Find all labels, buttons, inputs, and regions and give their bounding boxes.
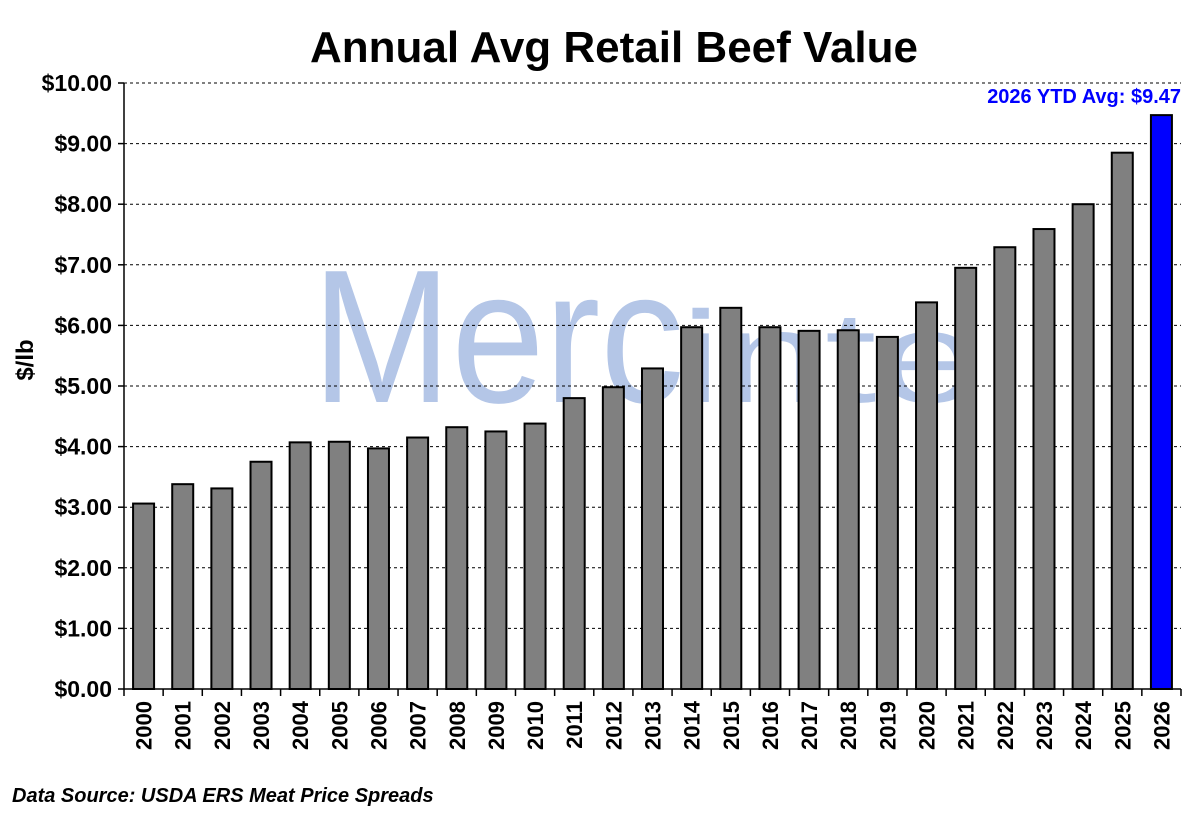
x-tick-label: 2018: [836, 701, 861, 750]
x-tick-label: 2014: [680, 700, 705, 750]
x-tick-label: 2011: [562, 701, 587, 749]
bar-2023: [1032, 228, 1056, 691]
y-tick-labels: $0.00 $1.00 $2.00 $3.00 $4.00 $5.00 $6.00 $7.00…: [42, 70, 112, 702]
y-tick-label: $7.00: [54, 252, 112, 278]
x-tick-label: 2006: [366, 701, 391, 750]
x-tick-label: 2008: [445, 701, 470, 750]
x-tick-label: 2010: [523, 701, 548, 750]
y-tick-label: $2.00: [54, 555, 112, 581]
bar-2026: [1149, 114, 1173, 691]
y-tick-label: $3.00: [54, 494, 112, 520]
x-tick-label: 2024: [1071, 700, 1096, 750]
x-tick-label: 2022: [993, 701, 1018, 750]
x-tick-label: 2025: [1110, 701, 1135, 750]
x-tick-label: 2000: [132, 701, 157, 750]
x-tick-label: 2017: [797, 701, 822, 750]
bar-2014: [680, 326, 704, 690]
watermark-large-text: Merc: [312, 231, 684, 443]
chart-title: Annual Avg Retail Beef Value: [310, 23, 918, 72]
bar-2018: [836, 329, 860, 690]
axes: [118, 82, 1182, 696]
bar-2007: [406, 436, 430, 691]
x-tick-label: 2015: [719, 701, 744, 750]
y-tick-label: $6.00: [54, 312, 112, 338]
x-tick-labels: 2000 2001 2002 2003 2004 2005 2006 2007 2008 2009…: [132, 700, 1175, 750]
y-tick-label: $0.00: [54, 676, 112, 702]
bar-2001: [171, 483, 195, 690]
data-source-note: Data Source: USDA ERS Meat Price Spreads: [12, 785, 434, 807]
bar-2025: [1110, 151, 1134, 690]
y-axis-label: $/lb: [12, 339, 39, 380]
ytd-annotation: 2026 YTD Avg: $9.47: [987, 86, 1181, 108]
bar-2002: [210, 487, 234, 690]
bar-2020: [915, 301, 939, 690]
y-tick-label: $10.00: [42, 70, 112, 96]
bars: [132, 114, 1173, 691]
bar-2010: [523, 422, 547, 690]
bar-2013: [641, 367, 664, 690]
bar-2021: [954, 266, 978, 690]
bar-2005: [327, 440, 351, 691]
x-tick-label: 2009: [484, 701, 509, 750]
x-tick-label: 2005: [327, 701, 352, 750]
x-tick-label: 2016: [758, 701, 783, 750]
x-tick-label: 2003: [249, 701, 274, 750]
y-tick-label: $4.00: [54, 434, 112, 460]
x-tick-label: 2002: [210, 701, 235, 750]
x-tick-label: 2021: [954, 701, 979, 750]
y-tick-label: $9.00: [54, 131, 112, 157]
x-tick-label: 2004: [288, 700, 313, 750]
y-tick-label: $8.00: [54, 191, 112, 217]
bar-2024: [1071, 203, 1095, 690]
x-tick-label: 2007: [406, 701, 431, 750]
bar-2016: [758, 326, 782, 690]
bar-2011: [562, 397, 586, 690]
x-tick-label: 2023: [1032, 701, 1057, 750]
bar-2000: [132, 502, 156, 690]
bar-2003: [249, 460, 273, 690]
bar-2012: [601, 386, 625, 690]
y-tick-label: $5.00: [54, 373, 112, 399]
bar-2008: [445, 426, 469, 690]
y-tick-label: $1.00: [54, 615, 112, 641]
bar-2006: [366, 447, 390, 690]
bar-2009: [484, 430, 508, 690]
bar-2004: [288, 441, 312, 690]
x-tick-label: 2026: [1149, 701, 1174, 750]
bar-2022: [993, 246, 1017, 690]
x-tick-label: 2012: [601, 701, 626, 750]
x-tick-label: 2013: [641, 701, 666, 750]
bar-2015: [719, 306, 743, 690]
bar-2017: [797, 329, 821, 690]
x-tick-label: 2019: [875, 701, 900, 750]
bar-2019: [875, 335, 899, 690]
x-tick-label: 2020: [915, 701, 940, 750]
x-tick-label: 2001: [171, 701, 196, 750]
